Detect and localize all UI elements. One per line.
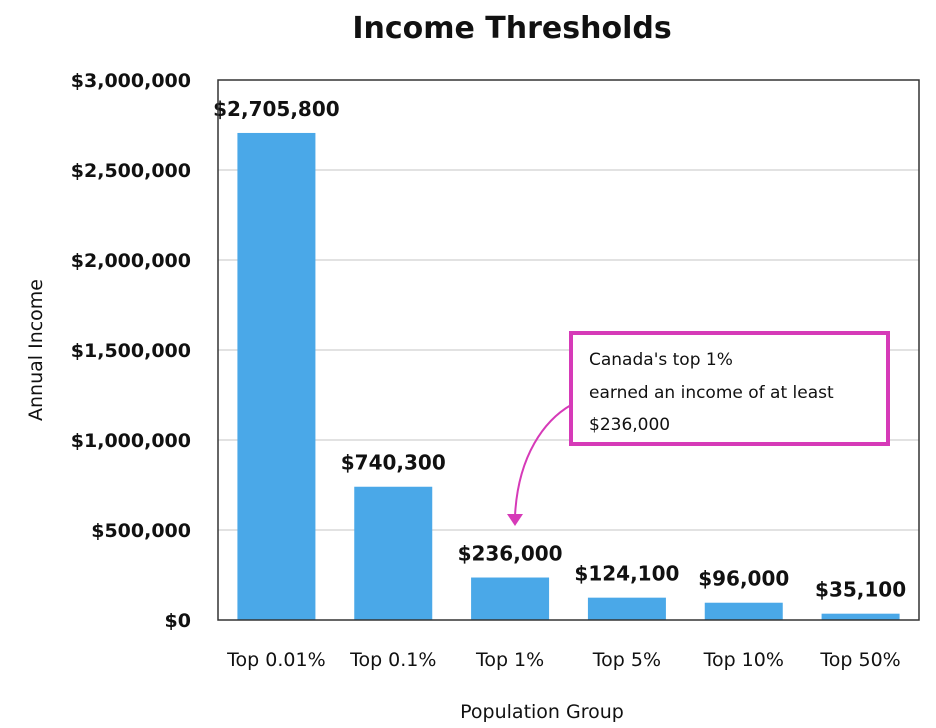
data-label: $740,300 (341, 451, 446, 475)
data-label: $96,000 (698, 567, 789, 591)
data-label: $236,000 (458, 542, 563, 566)
x-tick-label: Top 0.1% (349, 649, 436, 671)
annotation-line-3: $236,000 (589, 415, 670, 435)
plot-frame (217, 79, 920, 621)
bar (587, 597, 666, 620)
data-label: $2,705,800 (213, 97, 340, 121)
y-tick-label: $1,500,000 (71, 340, 191, 362)
annotation-box (569, 331, 890, 446)
data-label: $124,100 (574, 562, 679, 586)
y-tick-label: $0 (165, 610, 191, 632)
x-tick-label: Top 1% (475, 649, 544, 671)
bar (704, 602, 783, 620)
y-tick-label: $3,000,000 (71, 70, 191, 92)
annotation: Canada's top 1% earned an income of at l… (507, 331, 890, 526)
annotation-line-1: Canada's top 1% (589, 350, 733, 370)
chart-title: Income Thresholds (352, 11, 671, 46)
x-axis-label: Population Group (460, 701, 624, 723)
data-labels: $2,705,800 $740,300 $236,000 $124,100 $96,00… (213, 97, 906, 602)
y-axis-label: Annual Income (25, 279, 47, 421)
annotation-arrowhead (507, 514, 523, 526)
x-tick-label: Top 0.01% (226, 649, 325, 671)
x-tick-label: Top 5% (592, 649, 661, 671)
y-tick-label: $1,000,000 (71, 430, 191, 452)
x-tick-label: Top 50% (819, 649, 900, 671)
bar (821, 613, 900, 620)
bar (471, 577, 550, 620)
x-axis-ticks: Top 0.01% Top 0.1% Top 1% Top 5% Top 10% Top … (226, 649, 901, 671)
data-label: $35,100 (815, 578, 906, 602)
annotation-line-2: earned an income of at least (589, 383, 834, 403)
y-tick-label: $2,500,000 (71, 160, 191, 182)
x-tick-label: Top 10% (703, 649, 784, 671)
y-tick-label: $500,000 (91, 520, 191, 542)
bar (237, 132, 316, 620)
y-tick-label: $2,000,000 (71, 250, 191, 272)
y-axis-ticks: $0 $500,000 $1,000,000 $1,500,000 $2,000,000… (71, 70, 191, 632)
bars (237, 132, 900, 620)
bar (354, 486, 433, 620)
annotation-arrow (514, 404, 572, 517)
